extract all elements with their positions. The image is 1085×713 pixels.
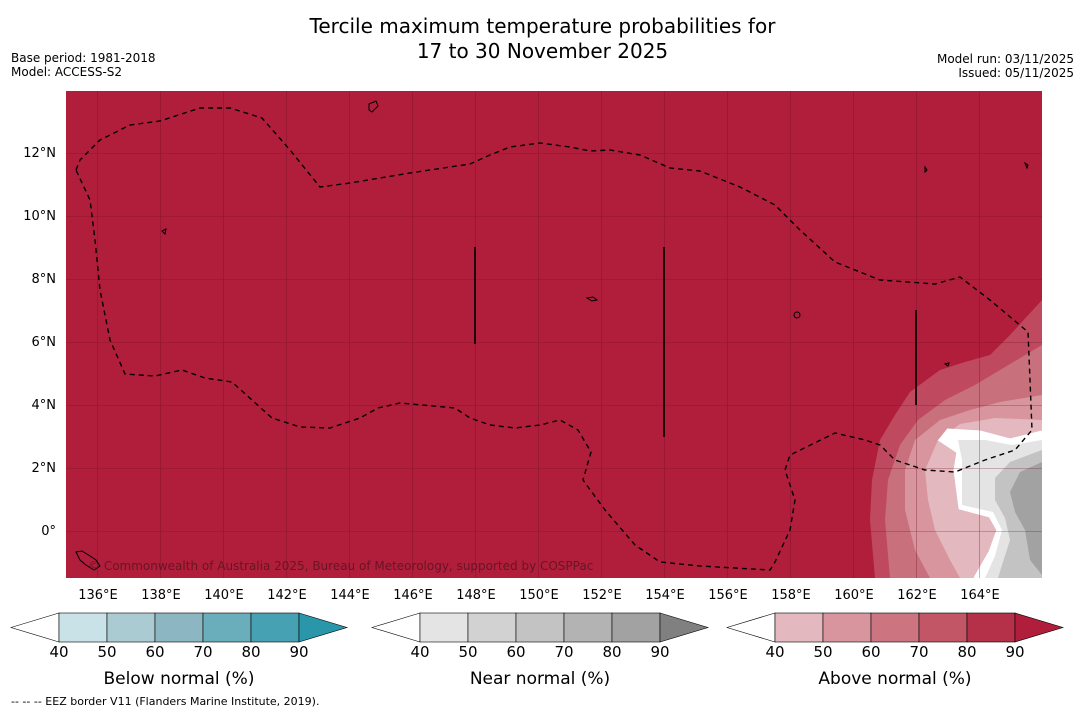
meridian-markers bbox=[474, 247, 917, 437]
x-tick: 164°E bbox=[960, 588, 1000, 603]
issued-date: Issued: 05/11/2025 bbox=[958, 66, 1074, 80]
colorbar-segment bbox=[250, 612, 300, 643]
colorbar-segment bbox=[918, 612, 968, 643]
near-normal-band-70 bbox=[1010, 462, 1042, 575]
near-normal-label: Near normal (%) bbox=[469, 669, 611, 689]
near-normal-border bbox=[937, 428, 1042, 578]
colorbar-segment bbox=[419, 612, 469, 643]
y-tick: 12°N bbox=[23, 146, 56, 161]
colorbar-tick: 80 bbox=[241, 643, 261, 661]
x-tick: 148°E bbox=[456, 588, 496, 603]
colorbar-segment bbox=[467, 612, 517, 643]
colorbar-segment bbox=[58, 612, 108, 643]
island-outlines bbox=[75, 100, 1029, 571]
colorbar-tick: 90 bbox=[289, 643, 309, 661]
eez-border bbox=[75, 107, 1033, 571]
x-tick: 162°E bbox=[897, 588, 937, 603]
colorbar-segment bbox=[1014, 612, 1065, 643]
colorbar-tick: 50 bbox=[97, 643, 117, 661]
x-tick: 138°E bbox=[141, 588, 181, 603]
colorbar-tick: 40 bbox=[49, 643, 69, 661]
copyright-notice: © Commonwealth of Australia 2025, Bureau… bbox=[88, 559, 594, 573]
colorbar-segment bbox=[659, 612, 710, 643]
above-normal-colorbar bbox=[726, 612, 1065, 643]
colorbar-segment bbox=[154, 612, 204, 643]
colorbar-segment bbox=[563, 612, 613, 643]
below-normal-label: Below normal (%) bbox=[103, 669, 255, 689]
colorbar-segment bbox=[515, 612, 565, 643]
y-tick: 8°N bbox=[31, 272, 57, 287]
x-tick: 160°E bbox=[834, 588, 874, 603]
x-tick: 150°E bbox=[519, 588, 559, 603]
colorbar-tick: 70 bbox=[193, 643, 213, 661]
colorbar-segment bbox=[966, 612, 1016, 643]
colorbar-tick: 90 bbox=[1005, 643, 1025, 661]
colorbar-tick: 50 bbox=[458, 643, 478, 661]
x-tick: 136°E bbox=[78, 588, 118, 603]
y-tick: 10°N bbox=[23, 209, 56, 224]
x-tick: 152°E bbox=[582, 588, 622, 603]
colorbar-segment bbox=[371, 612, 421, 643]
colorbar-tick: 70 bbox=[909, 643, 929, 661]
model-name: Model: ACCESS-S2 bbox=[11, 65, 123, 79]
colorbar-segment bbox=[726, 612, 776, 643]
x-tick: 158°E bbox=[771, 588, 811, 603]
colorbar-segment bbox=[822, 612, 872, 643]
colorbar-tick: 80 bbox=[602, 643, 622, 661]
colorbar-segment bbox=[774, 612, 824, 643]
x-tick: 144°E bbox=[330, 588, 370, 603]
colorbar-tick: 40 bbox=[765, 643, 785, 661]
below-normal-colorbar bbox=[10, 612, 349, 643]
colorbar-tick: 70 bbox=[554, 643, 574, 661]
model-run: Model run: 03/11/2025 bbox=[936, 52, 1074, 66]
x-tick: 140°E bbox=[204, 588, 244, 603]
model-info: Base period: 1981-2018 Model: ACCESS-S2 bbox=[11, 51, 156, 79]
x-tick: 156°E bbox=[708, 588, 748, 603]
run-info: Model run: 03/11/2025 Issued: 05/11/2025 bbox=[937, 52, 1074, 80]
colorbar-tick: 80 bbox=[957, 643, 977, 661]
colorbar-segment bbox=[106, 612, 156, 643]
colorbar-segment bbox=[202, 612, 252, 643]
above-normal-label: Above normal (%) bbox=[818, 669, 972, 689]
grid-lines bbox=[66, 91, 1042, 578]
x-tick: 142°E bbox=[267, 588, 307, 603]
colorbar-tick: 60 bbox=[506, 643, 526, 661]
colorbar-segment bbox=[298, 612, 349, 643]
colorbar-segment bbox=[870, 612, 920, 643]
y-tick: 2°N bbox=[31, 461, 57, 476]
x-tick: 154°E bbox=[645, 588, 685, 603]
colorbar-tick: 60 bbox=[861, 643, 881, 661]
y-tick: 0° bbox=[41, 524, 56, 539]
colorbar-tick: 40 bbox=[410, 643, 430, 661]
colorbar-tick: 50 bbox=[813, 643, 833, 661]
x-tick: 146°E bbox=[393, 588, 433, 603]
near-normal-colorbar bbox=[371, 612, 710, 643]
colorbar-segment bbox=[10, 612, 60, 643]
colorbar-segment bbox=[611, 612, 661, 643]
title-line-1: Tercile maximum temperature probabilitie… bbox=[309, 14, 776, 38]
y-tick: 4°N bbox=[31, 398, 57, 413]
title-line-2: 17 to 30 November 2025 bbox=[416, 39, 669, 63]
colorbar-tick: 60 bbox=[145, 643, 165, 661]
base-period: Base period: 1981-2018 bbox=[11, 51, 156, 65]
y-tick: 6°N bbox=[31, 335, 57, 350]
colorbar-tick: 90 bbox=[650, 643, 670, 661]
map-title: Tercile maximum temperature probabilitie… bbox=[0, 14, 1085, 64]
eez-footnote: -- -- -- EEZ border V11 (Flanders Marine… bbox=[11, 695, 320, 708]
